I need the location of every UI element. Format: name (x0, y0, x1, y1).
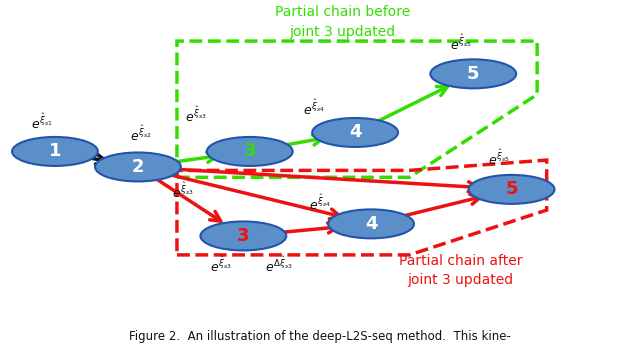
Text: $e^{\Delta\hat{\xi}_{s3}}$: $e^{\Delta\hat{\xi}_{s3}}$ (264, 255, 292, 275)
Ellipse shape (328, 209, 414, 238)
Ellipse shape (312, 118, 398, 147)
Text: 1: 1 (49, 142, 61, 160)
Text: $e^{\hat{\xi}_{s4}}$: $e^{\hat{\xi}_{s4}}$ (303, 99, 324, 118)
Text: $e^{\hat{\xi}_{s2}}$: $e^{\hat{\xi}_{s2}}$ (131, 125, 152, 144)
Text: 4: 4 (349, 124, 362, 142)
Ellipse shape (200, 221, 286, 251)
Text: 4: 4 (365, 215, 378, 233)
Text: $e^{\hat{\xi}_{s5}}$: $e^{\hat{\xi}_{s5}}$ (488, 149, 509, 168)
Text: 5: 5 (506, 180, 518, 198)
Ellipse shape (430, 59, 516, 88)
Text: Figure 2.  An illustration of the deep-L2S-seq method.  This kine-: Figure 2. An illustration of the deep-L2… (129, 330, 511, 343)
Ellipse shape (95, 152, 181, 181)
Text: $e^{\hat{\xi}_{s3}}$: $e^{\hat{\xi}_{s3}}$ (210, 255, 232, 275)
Text: 5: 5 (467, 65, 479, 83)
Text: 2: 2 (132, 158, 144, 176)
Ellipse shape (12, 137, 98, 166)
Ellipse shape (468, 175, 554, 204)
Ellipse shape (207, 137, 292, 166)
Text: $e^{\hat{\xi}_{s3}}$: $e^{\hat{\xi}_{s3}}$ (172, 181, 193, 201)
Text: $e^{\hat{\xi}_{s5}}$: $e^{\hat{\xi}_{s5}}$ (450, 33, 472, 53)
Text: $e^{\hat{\xi}_{s4}}$: $e^{\hat{\xi}_{s4}}$ (309, 193, 331, 213)
Text: $e^{\hat{\xi}_{s1}}$: $e^{\hat{\xi}_{s1}}$ (31, 112, 53, 132)
Text: 3: 3 (237, 227, 250, 245)
Text: Partial chain before
joint 3 updated: Partial chain before joint 3 updated (275, 5, 410, 39)
Text: Partial chain after
joint 3 updated: Partial chain after joint 3 updated (399, 254, 522, 287)
Text: $e^{\hat{\xi}_{s3}}$: $e^{\hat{\xi}_{s3}}$ (184, 105, 206, 125)
Text: 3: 3 (243, 142, 256, 160)
